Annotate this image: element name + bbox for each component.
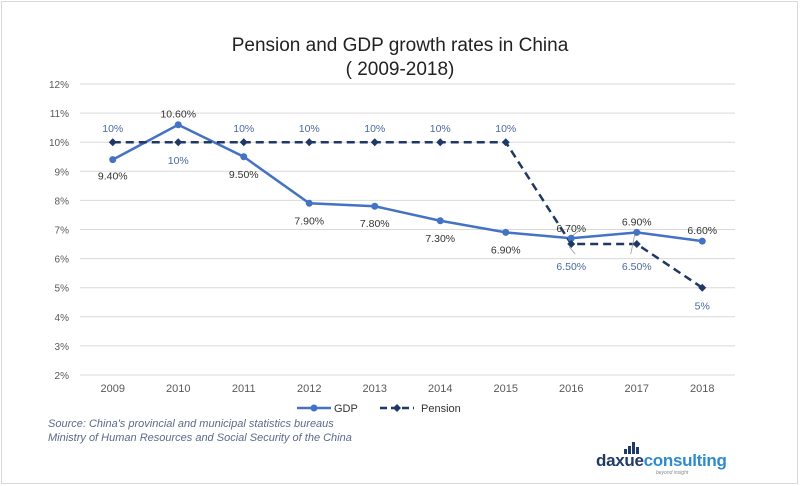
legend-pension-marker: [393, 404, 401, 412]
gdp-point: [633, 228, 641, 236]
y-tick-label: 10%: [49, 138, 69, 149]
gdp-point: [698, 237, 706, 245]
pension-point: [108, 138, 117, 147]
gdp-data-label: 9.40%: [98, 171, 128, 183]
daxue-logo: daxueconsulting beyond insight: [596, 442, 727, 480]
source-line-1: Source: China's provincial and municipal…: [48, 418, 334, 430]
gdp-data-label: 7.30%: [425, 233, 455, 245]
logo-text-part2: consulting: [643, 451, 727, 470]
pension-point: [501, 138, 510, 147]
gdp-label-leader: [572, 229, 580, 236]
gdp-point: [174, 121, 182, 129]
legend-gdp-label: GDP: [334, 403, 358, 415]
gdp-series-line: [112, 123, 703, 243]
legend-gdp-marker: [310, 404, 318, 412]
y-tick-label: 11%: [50, 109, 69, 120]
pension-point: [239, 138, 248, 147]
gdp-data-label: 7.90%: [294, 215, 324, 227]
pension-label-leader: [568, 246, 576, 255]
gdp-data-label: 7.80%: [360, 218, 390, 230]
x-tick-label: 2017: [625, 383, 649, 395]
logo-bars-icon: [624, 442, 639, 454]
x-tick-label: 2013: [363, 383, 387, 395]
x-tick-label: 2010: [166, 383, 190, 395]
gdp-data-label: 6.90%: [491, 244, 521, 256]
pension-point: [174, 138, 183, 147]
x-tick-label: 2009: [101, 383, 125, 395]
chart-title-line1: Pension and GDP growth rates in China: [231, 35, 569, 56]
legend-pension-label: Pension: [421, 403, 461, 415]
pension-point: [370, 138, 379, 147]
pension-data-label: 10%: [430, 123, 451, 135]
gdp-point: [436, 217, 444, 225]
pension-data-label: 6.50%: [556, 261, 586, 273]
gdp-point: [305, 199, 313, 207]
pension-data-label: 10%: [233, 123, 254, 135]
pension-label-leader: [630, 234, 636, 255]
y-tick-label: 4%: [55, 313, 70, 324]
pension-data-label: 10%: [495, 123, 516, 135]
pension-data-label: 6.50%: [622, 261, 652, 273]
gdp-data-label: 10.60%: [160, 109, 196, 121]
logo-text-part1: daxue: [596, 451, 644, 470]
pension-point: [436, 138, 445, 147]
chart-title-line2: ( 2009-2018): [345, 59, 455, 80]
pension-point: [567, 240, 576, 249]
x-tick-label: 2014: [428, 383, 452, 395]
pension-data-label: 10%: [364, 123, 385, 135]
x-tick-label: 2016: [559, 383, 583, 395]
gdp-point: [502, 228, 510, 236]
source-line-2: Ministry of Human Resources and Social S…: [48, 432, 352, 444]
gdp-point: [567, 234, 575, 242]
y-tick-label: 2%: [55, 371, 70, 382]
y-tick-label: 8%: [55, 196, 70, 207]
gdp-data-label: 6.70%: [556, 223, 586, 235]
gdp-point: [240, 153, 248, 161]
x-tick-label: 2018: [690, 383, 714, 395]
y-tick-label: 7%: [55, 226, 70, 237]
x-tick-label: 2011: [232, 383, 256, 395]
y-tick-label: 6%: [55, 255, 70, 266]
pension-data-label: 5%: [695, 301, 710, 313]
gdp-data-label: 6.90%: [622, 216, 652, 228]
pension-data-label: 10%: [168, 155, 189, 167]
gdp-data-label: 6.60%: [687, 225, 717, 237]
pension-data-label: 10%: [102, 123, 123, 135]
pension-point: [632, 240, 641, 249]
pension-point: [305, 138, 314, 147]
y-tick-label: 12%: [49, 80, 69, 91]
gdp-point: [371, 202, 379, 210]
pension-series-line: [112, 140, 703, 289]
x-tick-label: 2012: [297, 383, 321, 395]
y-tick-label: 5%: [55, 284, 70, 295]
source-note: Source: China's provincial and municipal…: [48, 417, 352, 445]
y-tick-label: 9%: [55, 167, 70, 178]
logo-tagline: beyond insight: [656, 470, 689, 476]
pension-point: [698, 283, 707, 292]
chart-title: Pension and GDP growth rates in China ( …: [0, 34, 800, 82]
x-tick-label: 2015: [494, 383, 518, 395]
gdp-point: [109, 156, 117, 164]
y-tick-label: 3%: [55, 342, 70, 353]
gdp-data-label: 9.50%: [229, 169, 259, 181]
pension-data-label: 10%: [299, 123, 320, 135]
